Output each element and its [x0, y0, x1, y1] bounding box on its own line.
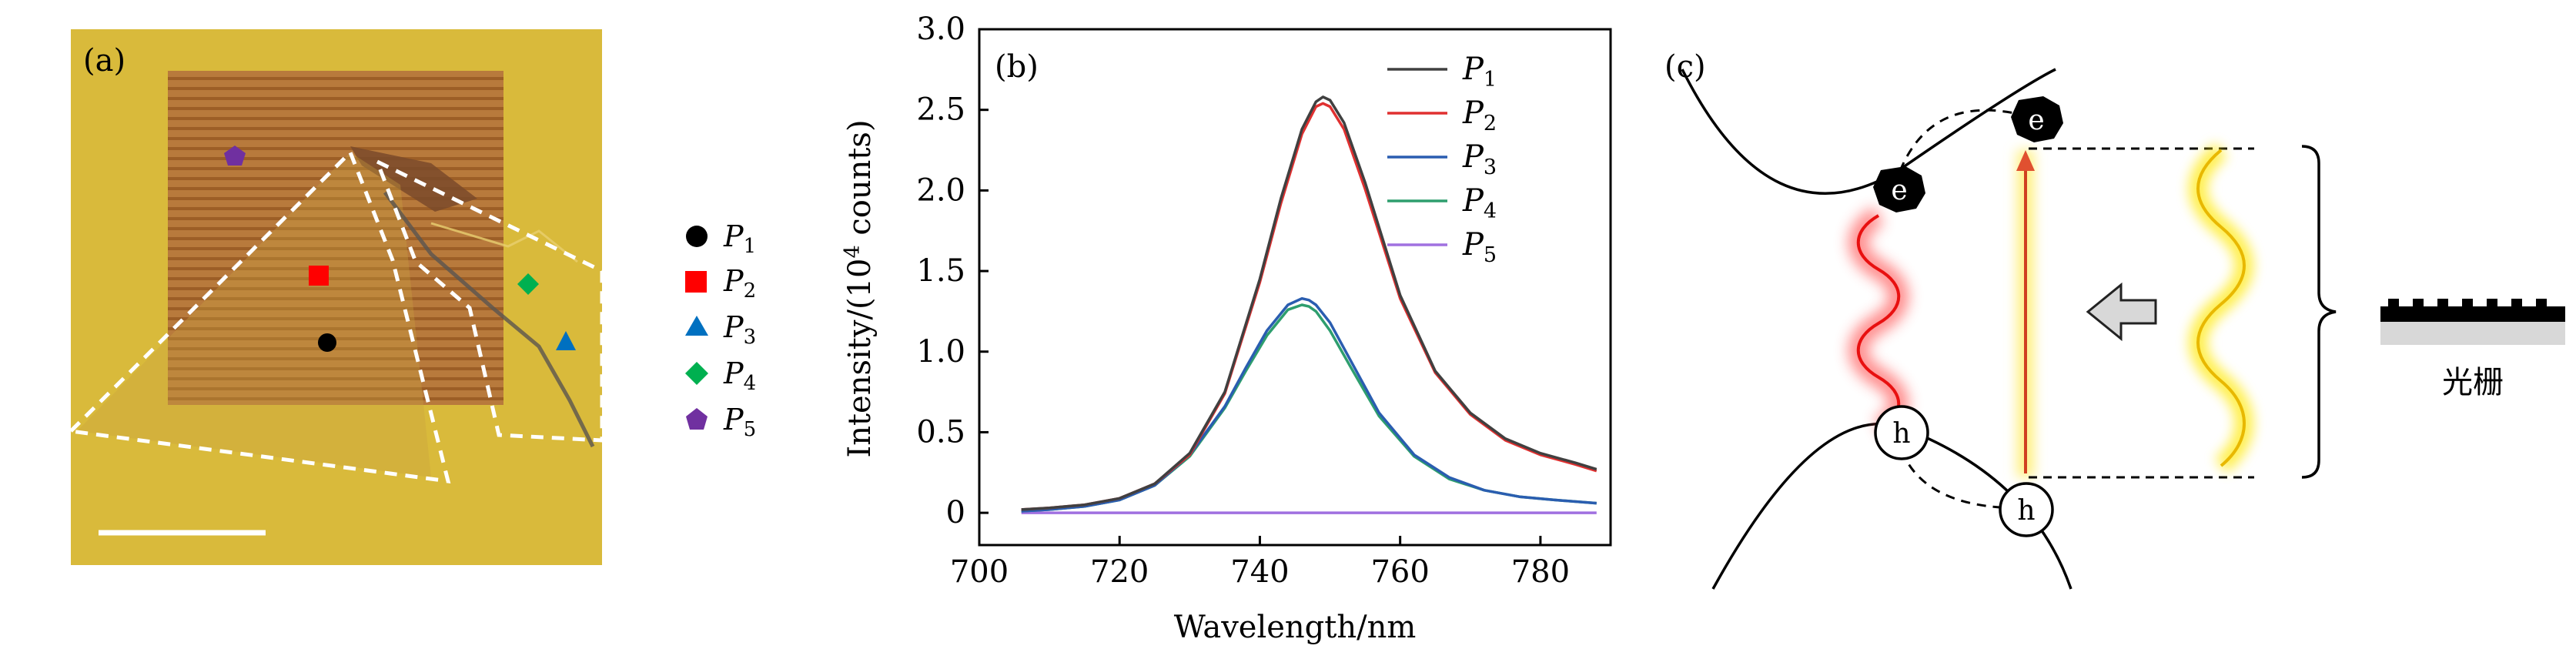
emission-glow: [1848, 206, 1909, 437]
legend-p2-label: P2: [723, 264, 756, 303]
x-axis-label: Wavelength/nm: [1174, 610, 1417, 645]
plot-frame: [978, 28, 1612, 547]
x-axis-ticks: 700 720 740 760 780: [950, 536, 1570, 590]
transfer-arrow-icon: [2086, 282, 2157, 342]
panel-a-label: (a): [83, 43, 125, 79]
grating-icon: [2380, 299, 2565, 345]
x-tick-label: 700: [950, 554, 1009, 590]
hole-direct-label: h: [1892, 418, 1910, 450]
flake-outline-right: [373, 157, 604, 443]
legend-p4-label: P4: [723, 356, 756, 395]
hole-direct: [1874, 405, 1929, 460]
grating-label: 光栅: [2442, 365, 2504, 400]
excitation-arrow-head: [2016, 150, 2035, 171]
hole-indirect: [1999, 482, 2054, 537]
legend-label-p1: P1: [1462, 52, 1497, 92]
y-tick-label: 1.5: [916, 253, 965, 289]
marker-p4: [517, 273, 539, 295]
hole-indirect-label: h: [2017, 495, 2035, 527]
series-line-p3: [1021, 296, 1597, 513]
marker-p5: [224, 146, 246, 166]
conduction-band-dashed: [1899, 109, 2026, 172]
panel-a: (a): [66, 29, 604, 565]
legend-p4-marker: [685, 362, 708, 385]
marker-p2: [309, 266, 329, 286]
y-tick-label: 3.0: [916, 12, 965, 47]
legend-label-p2: P2: [1462, 95, 1497, 135]
legend-p3-marker: [685, 316, 708, 336]
y-tick-label: 0.5: [916, 414, 965, 450]
legend-p5-label: P5: [723, 403, 756, 441]
grating-region: [168, 71, 503, 405]
y-tick-label: 2.0: [916, 172, 965, 208]
flake-edge: [430, 222, 578, 263]
grating-wave: [2196, 149, 2246, 467]
y-tick-label: 2.5: [916, 92, 965, 128]
flake-outline-left: [66, 149, 451, 483]
electron-indirect: [2011, 96, 2063, 142]
marker-p3: [556, 331, 576, 350]
x-tick-label: 740: [1230, 554, 1289, 590]
legend-p1-label: P1: [723, 219, 756, 258]
y-tick-label: 0: [946, 495, 965, 530]
y-tick-label: 1.0: [916, 334, 965, 370]
legend-label-p4: P4: [1462, 183, 1497, 223]
grating-wave-glow: [2189, 142, 2253, 473]
electron-direct-label: e: [1891, 175, 1907, 206]
conduction-band-indirect: [1897, 68, 2056, 172]
panel-b-chart: (b) 700 720 740 760 780 00.51.01.52.02.53.0 …: [841, 12, 1612, 645]
x-tick-label: 780: [1511, 554, 1570, 590]
curly-brace: [2301, 145, 2337, 479]
panel-a-legend: P1 P2 P3 P4 P5: [685, 219, 756, 441]
legend-p2-marker: [685, 271, 707, 293]
panel-c: (c) e e h h: [1664, 49, 2565, 590]
series-line-p4: [1021, 303, 1597, 513]
conduction-band-direct: [1681, 69, 1899, 195]
panel-b-label: (b): [995, 49, 1039, 85]
flake-monolayer: [77, 152, 431, 477]
legend-p3-label: P3: [723, 310, 756, 349]
marker-p1: [318, 333, 336, 352]
legend-p5-marker: [686, 408, 708, 430]
flake-crack: [383, 191, 595, 448]
emission-wave: [1856, 214, 1901, 429]
x-tick-label: 760: [1370, 554, 1429, 590]
x-tick-label: 720: [1090, 554, 1149, 590]
y-axis-label: Intensity/(104 counts): [841, 119, 878, 457]
legend-label-p3: P3: [1462, 139, 1497, 179]
series-line-p1: [1021, 95, 1597, 511]
legend-p1-marker: [686, 226, 708, 247]
series-lines: [1021, 95, 1597, 514]
y-axis-ticks: 0 0.5 1.0 1.5 2.0 2.5 3.0: [916, 12, 989, 530]
electron-direct: [1873, 166, 1925, 212]
electron-indirect-label: e: [2028, 105, 2044, 136]
legend-label-p5: P5: [1462, 227, 1497, 267]
panel-c-label: (c): [1664, 49, 1706, 85]
